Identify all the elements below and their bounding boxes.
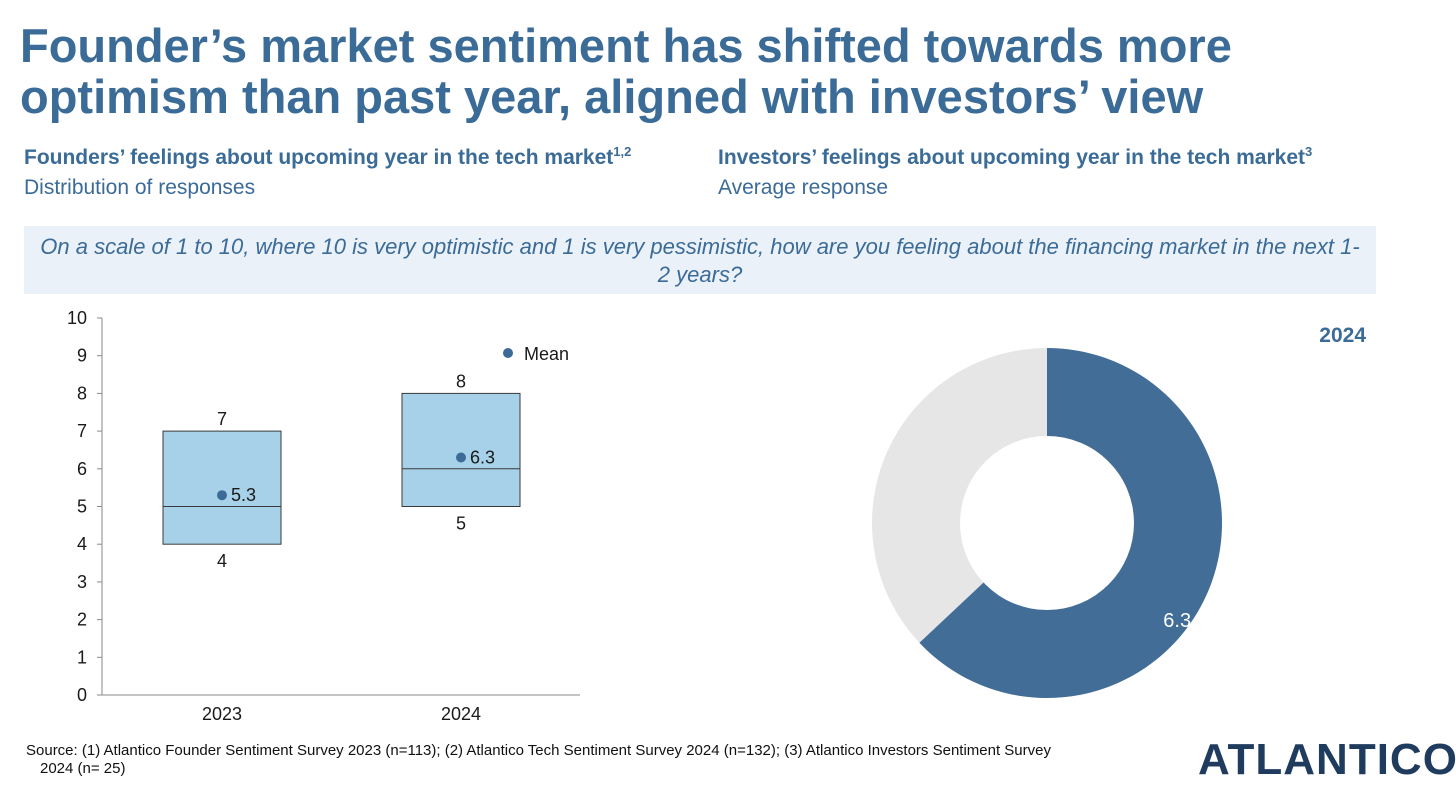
source-footnote: Source: (1) Atlantico Founder Sentiment … — [26, 742, 1136, 778]
investors-heading-text: Investors’ feelings about upcoming year … — [718, 146, 1305, 169]
donut-value-label: 6.3 — [1163, 610, 1191, 632]
source-line-2: 2024 (n= 25) — [40, 760, 126, 777]
legend-mean-label: Mean — [524, 344, 569, 364]
founders-panel-subheading: Distribution of responses — [24, 176, 256, 199]
source-line-1: Source: (1) Atlantico Founder Sentiment … — [26, 742, 1051, 759]
y-tick-label: 1 — [77, 647, 87, 667]
y-tick-label: 3 — [77, 572, 87, 592]
investors-donut-chart: 6.3 2024 — [872, 324, 1366, 698]
donut-hole — [960, 436, 1134, 610]
x-tick-label-2023: 2023 — [202, 704, 242, 724]
survey-question-banner: On a scale of 1 to 10, where 10 is very … — [24, 226, 1376, 294]
page-title: Founder’s market sentiment has shifted t… — [20, 19, 1232, 123]
high-label-2024: 8 — [456, 371, 466, 391]
investors-panel-subheading: Average response — [718, 176, 889, 199]
y-tick-label: 8 — [77, 383, 87, 403]
atlantico-logo: ATLANTICO — [1198, 735, 1456, 784]
y-tick-label: 7 — [77, 421, 87, 441]
founders-heading-text: Founders’ feelings about upcoming year i… — [24, 146, 614, 169]
high-label-2023: 7 — [217, 409, 227, 429]
mean-label-2024: 6.3 — [470, 447, 495, 467]
mean-label-2023: 5.3 — [231, 485, 256, 505]
investors-panel-header: Investors’ feelings about upcoming year … — [718, 144, 1313, 200]
investors-heading-footnote: 3 — [1305, 144, 1313, 159]
y-tick-label: 5 — [77, 497, 87, 517]
low-label-2024: 5 — [456, 514, 466, 534]
y-tick-label: 2 — [77, 610, 87, 630]
mean-point-2024 — [456, 452, 466, 463]
box-2023 — [162, 430, 282, 545]
x-tick-label-2024: 2024 — [441, 704, 481, 724]
y-tick-label: 10 — [67, 308, 87, 328]
legend-mean-marker — [503, 348, 513, 358]
y-tick-label: 4 — [77, 534, 87, 554]
founders-panel-header: Founders’ feelings about upcoming year i… — [24, 144, 632, 200]
founders-box-chart: 0 1 2 3 4 5 6 7 8 9 10 5.3 7 4 2023 6.3 8 5 2024 Mean — [67, 308, 580, 724]
y-tick-label: 9 — [77, 346, 87, 366]
y-tick-label: 6 — [77, 459, 87, 479]
founders-heading-footnote: 1,2 — [613, 144, 632, 159]
mean-point-2023 — [217, 490, 227, 501]
investors-panel-heading: Investors’ feelings about upcoming year … — [718, 144, 1313, 170]
founders-panel-heading: Founders’ feelings about upcoming year i… — [24, 144, 632, 170]
box-2024 — [401, 392, 521, 507]
donut-year-label: 2024 — [1319, 324, 1366, 347]
y-tick-label: 0 — [77, 685, 87, 705]
low-label-2023: 4 — [217, 551, 227, 571]
